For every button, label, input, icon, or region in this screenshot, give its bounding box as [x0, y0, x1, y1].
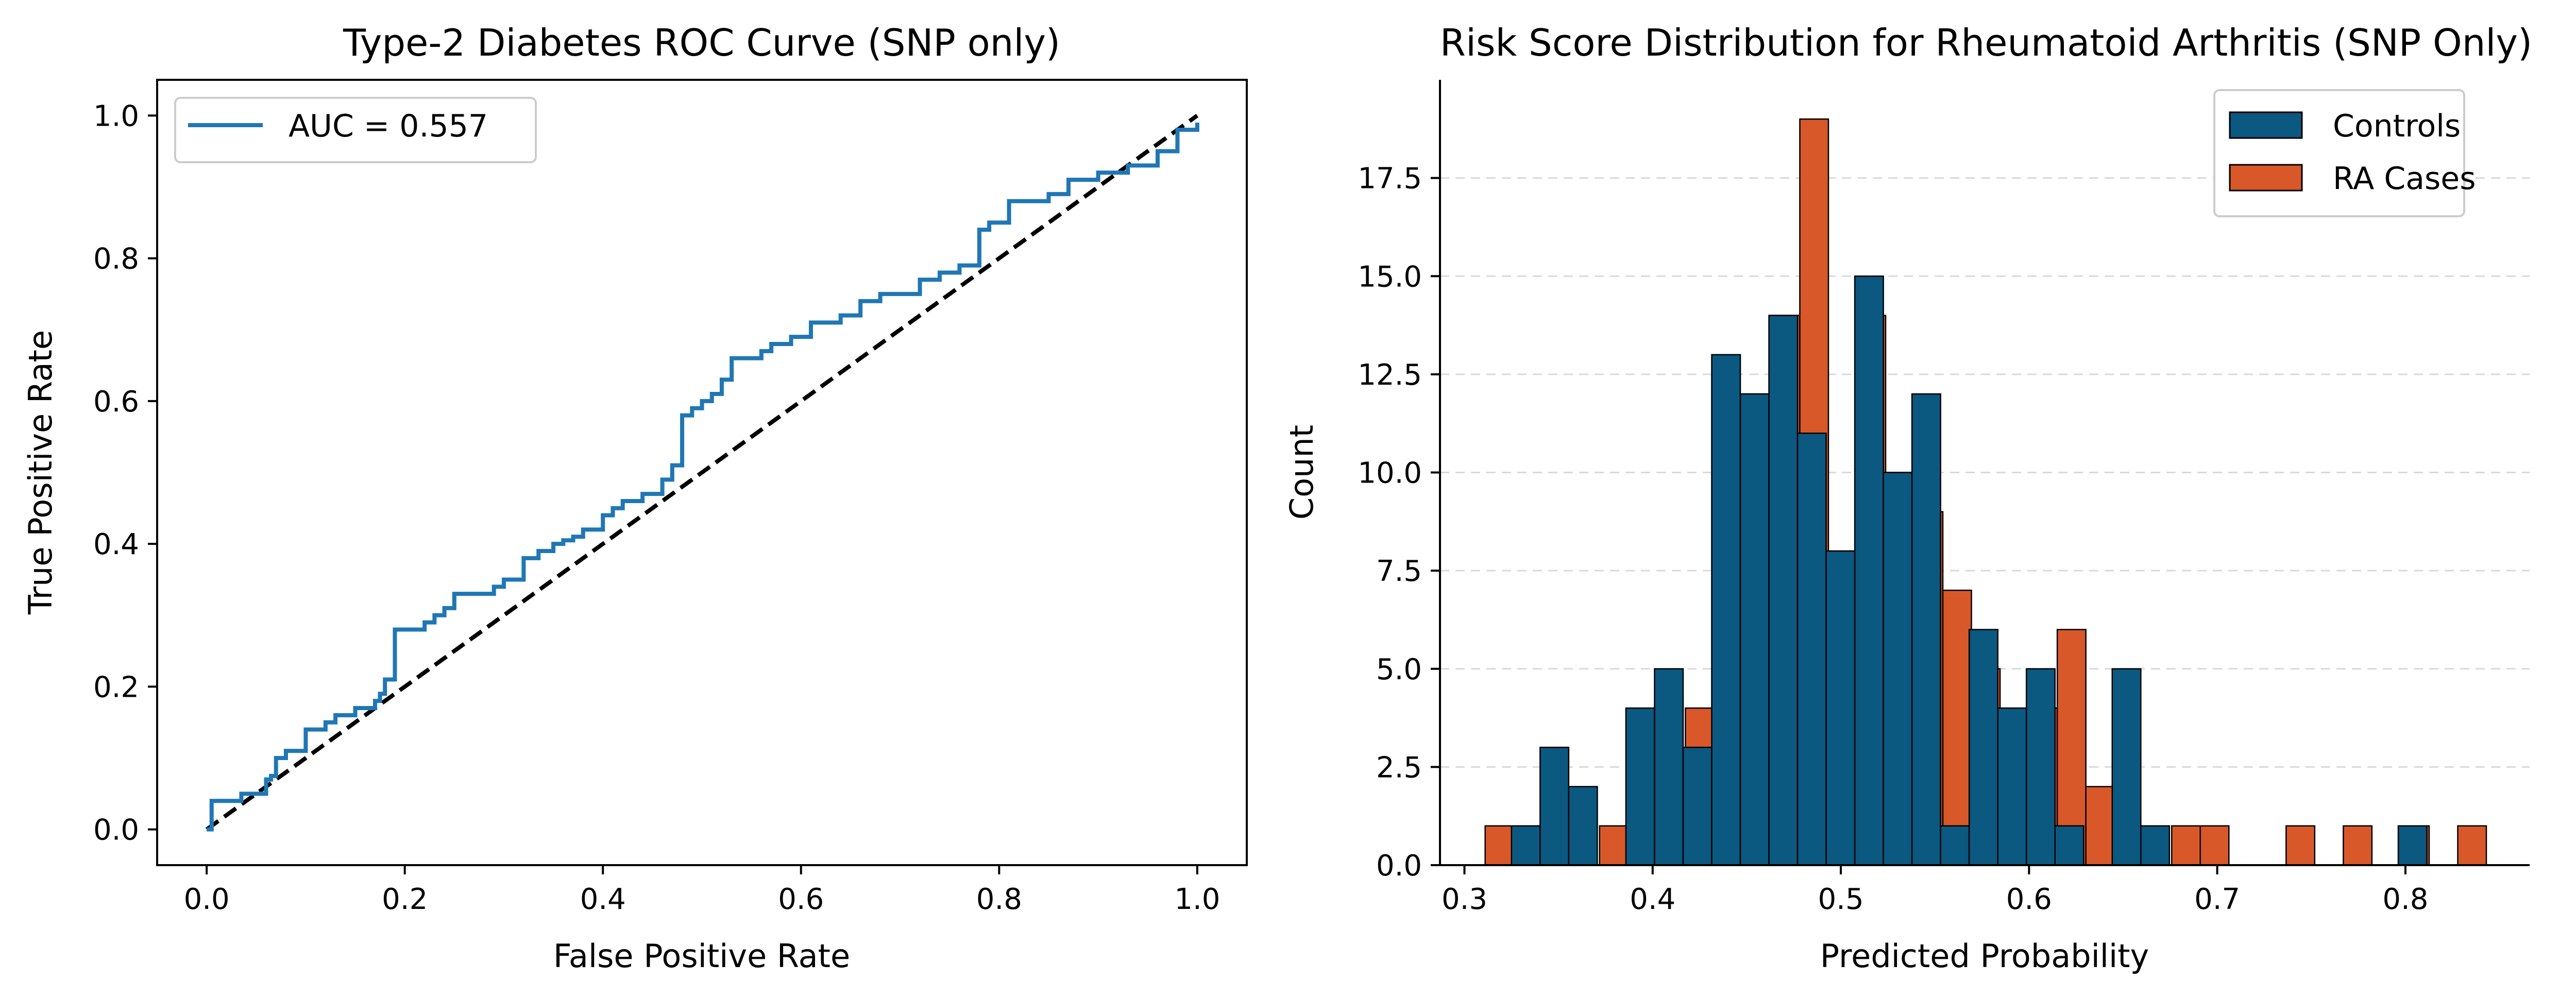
- histogram-x-tick-label: 0.3: [1442, 883, 1487, 916]
- ra-cases-bar: [2085, 786, 2115, 866]
- roc-legend: AUC = 0.557: [174, 97, 537, 163]
- roc-x-tick-label: 0.4: [580, 883, 626, 916]
- controls-bar: [2025, 668, 2056, 866]
- ra-cases-bar: [2343, 825, 2373, 866]
- histogram-x-tick-label: 0.5: [1818, 883, 1864, 916]
- ra-cases-bar: [2199, 825, 2230, 866]
- histogram-y-axis-label: Count: [1283, 425, 1320, 520]
- roc-y-tick-label: 0.4: [93, 528, 139, 561]
- histogram-x-tick-label: 0.6: [2006, 883, 2052, 916]
- controls-bar: [2054, 825, 2084, 866]
- histogram-y-tick-label: 15.0: [1358, 260, 1422, 294]
- controls-bar: [1940, 825, 1970, 866]
- roc-x-tick-label: 1.0: [1174, 883, 1220, 916]
- legend-swatch-controls: [2229, 111, 2303, 139]
- controls-bar: [1625, 707, 1655, 866]
- controls-bar: [2111, 668, 2142, 866]
- controls-bar: [1968, 629, 1998, 866]
- roc-legend-label: AUC = 0.557: [289, 108, 488, 144]
- histogram-panel: Risk Score Distribution for Rheumatoid A…: [1283, 21, 2532, 975]
- roc-title: Type-2 Diabetes ROC Curve (SNP only): [343, 21, 1060, 64]
- roc-y-axis-label: True Positive Rate: [22, 330, 59, 615]
- legend-label-ra-cases: RA Cases: [2333, 161, 2476, 197]
- controls-bar: [1883, 472, 1913, 866]
- roc-x-ticks: 0.0 0.2 0.4 0.6 0.8 1.0: [184, 865, 1220, 916]
- roc-x-tick-label: 0.0: [184, 883, 230, 916]
- histogram-y-tick-label: 12.5: [1358, 358, 1422, 392]
- histogram-x-tick-label: 0.8: [2382, 883, 2428, 916]
- ra-cases-bar: [1942, 590, 1972, 866]
- roc-x-tick-label: 0.8: [976, 883, 1022, 916]
- histogram-x-tick-label: 0.7: [2194, 883, 2240, 916]
- controls-bar: [1682, 747, 1713, 866]
- controls-bar: [1768, 315, 1799, 866]
- roc-x-tick-label: 0.2: [382, 883, 428, 916]
- controls-bar: [1711, 354, 1741, 866]
- controls-bar: [1654, 668, 1684, 866]
- controls-bar: [1739, 393, 1770, 866]
- ra-cases-bar: [1484, 825, 1515, 866]
- legend-swatch-ra-cases: [2229, 164, 2303, 192]
- histogram-title: Risk Score Distribution for Rheumatoid A…: [1440, 21, 2532, 64]
- controls-bar: [1797, 433, 1827, 866]
- roc-y-tick-label: 0.2: [93, 670, 139, 704]
- ra-cases-bar: [1599, 825, 1629, 866]
- roc-y-tick-label: 0.8: [93, 243, 139, 276]
- controls-bar: [1854, 276, 1884, 866]
- histogram-x-ticks: 0.3 0.4 0.5 0.6 0.7 0.8: [1442, 865, 2428, 916]
- roc-legend-box: [174, 97, 537, 163]
- ra-cases-bar: [2457, 825, 2487, 866]
- roc-x-axis-label: False Positive Rate: [553, 937, 850, 975]
- controls-bar: [1511, 825, 1541, 866]
- controls-bar: [2397, 825, 2428, 866]
- histogram-y-tick-label: 2.5: [1376, 751, 1422, 784]
- histogram-y-tick-label: 0.0: [1376, 849, 1422, 883]
- legend-label-controls: Controls: [2333, 108, 2461, 144]
- histogram-y-tick-label: 10.0: [1358, 457, 1422, 490]
- controls-bar: [1539, 747, 1570, 866]
- roc-panel: Type-2 Diabetes ROC Curve (SNP only) 0.0…: [22, 21, 1248, 975]
- controls-bar: [1568, 786, 1598, 866]
- roc-chance-diagonal: [205, 114, 1199, 831]
- ra-cases-bar: [2285, 825, 2316, 866]
- roc-y-tick-label: 0.0: [93, 814, 139, 847]
- controls-bar: [1825, 550, 1856, 866]
- ra-cases-bar: [2171, 825, 2201, 866]
- histogram-x-tick-label: 0.4: [1630, 883, 1675, 916]
- histogram-legend: Controls RA Cases: [2213, 89, 2476, 217]
- histogram-y-ticks: 0.0 2.5 5.0 7.5 10.0 12.5 15.0 17.5: [1358, 162, 1440, 883]
- roc-y-tick-label: 1.0: [93, 99, 139, 133]
- histogram-y-tick-label: 17.5: [1358, 162, 1422, 196]
- roc-curve-line: [207, 123, 1199, 832]
- roc-plot-frame: [156, 79, 1248, 866]
- controls-bar: [1911, 393, 1941, 866]
- histogram-y-tick-label: 7.5: [1376, 555, 1422, 588]
- roc-y-tick-label: 0.6: [93, 385, 139, 419]
- controls-bar: [1997, 707, 2027, 866]
- roc-x-tick-label: 0.6: [778, 883, 824, 916]
- controls-bar: [2140, 825, 2171, 866]
- roc-y-ticks: 0.0 0.2 0.4 0.6 0.8 1.0: [93, 99, 157, 847]
- histogram-x-axis-label: Predicted Probability: [1820, 937, 2149, 975]
- histogram-y-tick-label: 5.0: [1376, 653, 1422, 686]
